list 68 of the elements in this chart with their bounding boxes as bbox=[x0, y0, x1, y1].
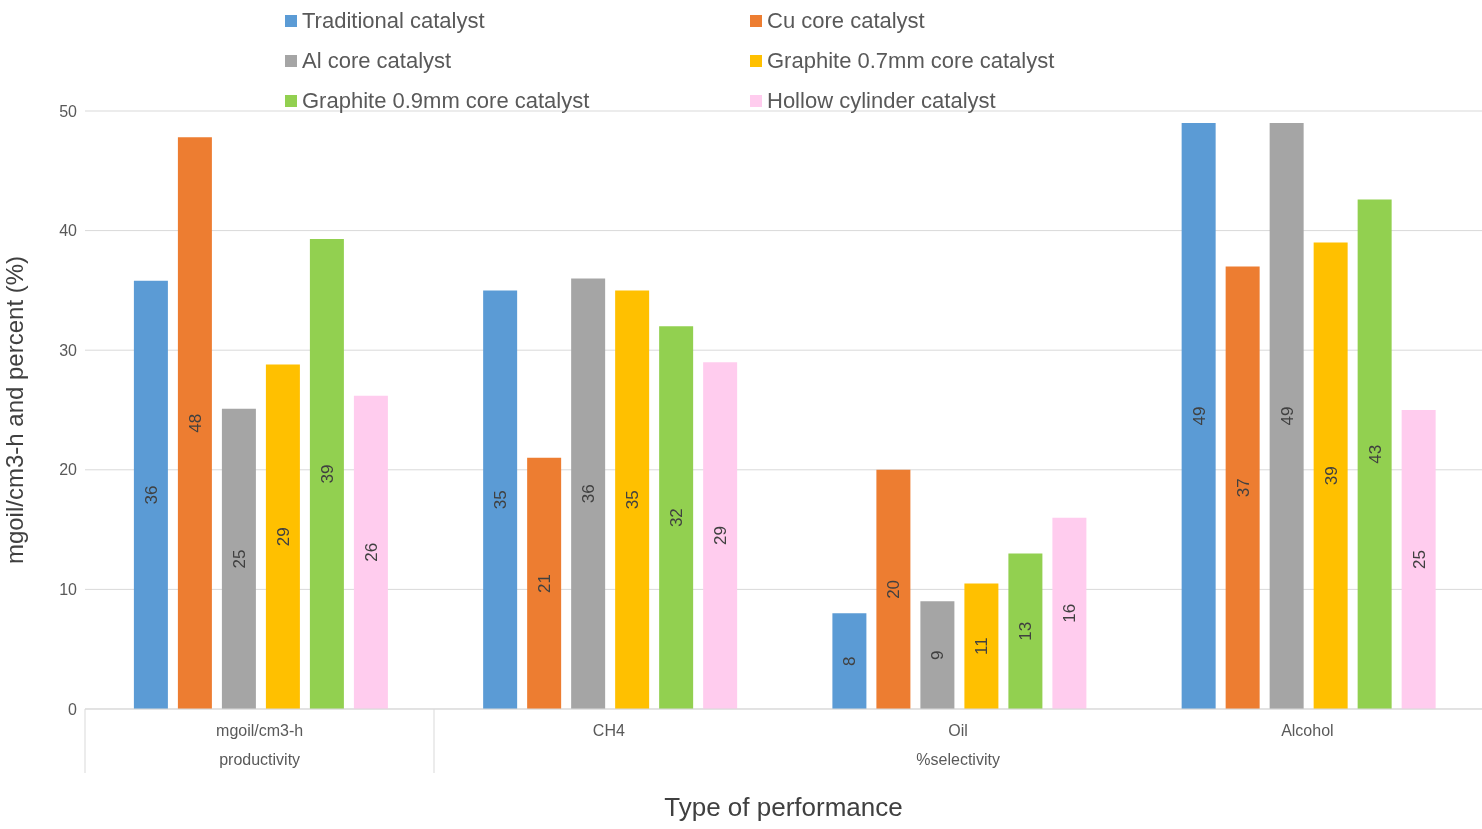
text: %selectivity bbox=[915, 751, 1001, 769]
legend-label: Traditional catalyst bbox=[302, 8, 485, 34]
data-label: 21 bbox=[535, 573, 555, 593]
y-tick-label: 40 bbox=[59, 222, 78, 240]
data-label: 29 bbox=[711, 526, 731, 546]
bar bbox=[1401, 410, 1436, 709]
x-tick-label: Alcohol bbox=[1281, 722, 1334, 740]
bar bbox=[1269, 122, 1304, 709]
bar bbox=[309, 238, 344, 709]
bar bbox=[483, 290, 518, 709]
data-label: 11 bbox=[972, 637, 992, 656]
text: productivity bbox=[218, 751, 302, 769]
y-axis-title: mgoil/cm3-h and percent (%) bbox=[0, 255, 28, 565]
y-tick-label: 50 bbox=[59, 102, 78, 120]
bar bbox=[964, 583, 999, 709]
y-tick-label: 10 bbox=[59, 581, 78, 599]
x-tick-label: Oil bbox=[948, 722, 968, 740]
y-tick-label: 20 bbox=[59, 461, 78, 479]
data-label: 36 bbox=[141, 485, 161, 505]
bar bbox=[703, 362, 738, 709]
y-tick-label: 0 bbox=[68, 700, 78, 718]
legend-label: Cu core catalyst bbox=[767, 8, 925, 34]
bar bbox=[265, 364, 300, 709]
data-label: 25 bbox=[1409, 550, 1429, 569]
legend-label: Al core catalyst bbox=[302, 48, 452, 74]
data-label: 43 bbox=[1365, 444, 1385, 464]
data-label: 35 bbox=[491, 490, 511, 510]
data-label: 37 bbox=[1233, 478, 1253, 498]
data-label: 9 bbox=[928, 650, 948, 660]
data-label: 13 bbox=[1016, 621, 1036, 641]
data-label: 49 bbox=[1277, 406, 1297, 426]
data-label: 36 bbox=[579, 484, 599, 504]
bar bbox=[133, 280, 168, 709]
bar bbox=[1357, 199, 1392, 709]
bar bbox=[615, 290, 650, 709]
bar bbox=[527, 457, 562, 709]
bar bbox=[177, 137, 212, 709]
data-label: 49 bbox=[1189, 406, 1209, 426]
bar bbox=[1225, 266, 1260, 709]
data-label: 8 bbox=[840, 656, 860, 666]
bar bbox=[876, 469, 911, 709]
data-label: 26 bbox=[361, 542, 381, 562]
legend-label: Hollow cylinder catalyst bbox=[767, 88, 996, 114]
data-label: 39 bbox=[317, 464, 337, 484]
bar bbox=[659, 326, 694, 709]
bar bbox=[832, 613, 867, 709]
data-label: 35 bbox=[623, 490, 643, 510]
bar bbox=[353, 395, 388, 709]
legend-label: Graphite 0.7mm core catalyst bbox=[767, 48, 1055, 74]
bar bbox=[1008, 553, 1043, 709]
x-tick-label: CH4 bbox=[592, 722, 625, 740]
data-label: 32 bbox=[667, 508, 687, 528]
data-label: 16 bbox=[1060, 603, 1080, 623]
data-label: 25 bbox=[229, 549, 249, 569]
y-tick-label: 30 bbox=[59, 341, 78, 359]
bar bbox=[1052, 517, 1087, 709]
bar bbox=[571, 278, 606, 709]
data-label: 20 bbox=[884, 579, 904, 599]
data-label: 48 bbox=[185, 413, 205, 433]
data-label: 29 bbox=[273, 527, 293, 547]
data-label: 39 bbox=[1321, 466, 1341, 486]
bar bbox=[221, 408, 256, 709]
bar bbox=[920, 601, 955, 709]
x-tick-label: mgoil/cm3-h bbox=[216, 722, 304, 740]
legend-label: Graphite 0.9mm core catalyst bbox=[302, 88, 590, 114]
bar bbox=[1181, 122, 1216, 709]
bar bbox=[1313, 242, 1348, 709]
x-axis-title: Type of performance bbox=[663, 792, 904, 823]
